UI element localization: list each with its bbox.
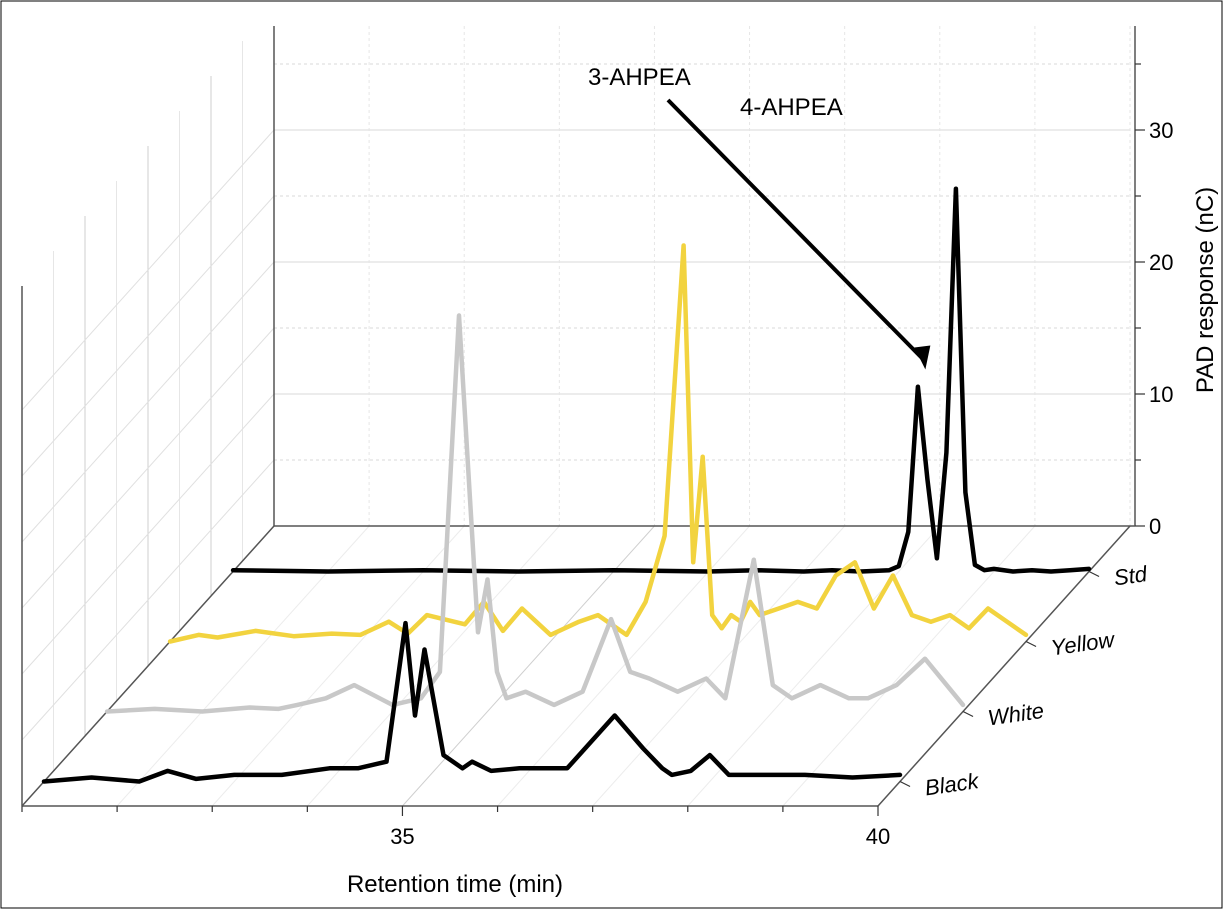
side-wall-gridline bbox=[21, 393, 275, 675]
depth-tick bbox=[962, 710, 974, 718]
floor-gridline bbox=[782, 525, 1036, 807]
x-axis-label: Retention time (min) bbox=[347, 871, 563, 898]
annotation-arrowhead bbox=[914, 345, 931, 370]
series-line-yellow bbox=[167, 243, 1029, 644]
depth-axis-line bbox=[877, 525, 1131, 807]
side-wall-gridline bbox=[21, 261, 275, 543]
depth-tick bbox=[899, 780, 911, 788]
annotation-3-ahpea: 3-AHPEA bbox=[588, 64, 691, 91]
side-wall-gridline bbox=[21, 327, 275, 609]
series-layer bbox=[41, 186, 1092, 784]
floor-gridline bbox=[211, 525, 465, 807]
x-tick-label: 35 bbox=[390, 824, 414, 849]
annotation-4-ahpea: 4-AHPEA bbox=[740, 94, 843, 121]
annotation-arrow bbox=[666, 98, 925, 361]
depth-tick bbox=[1088, 570, 1100, 578]
floor-gridline bbox=[687, 525, 941, 807]
series-line-white bbox=[104, 313, 966, 714]
floor-gridline bbox=[402, 525, 655, 807]
series-line-std bbox=[230, 186, 1092, 574]
y-tick-label: 10 bbox=[1149, 382, 1173, 407]
side-wall-gridline bbox=[21, 195, 275, 477]
annotation-layer: 3-AHPEA 4-AHPEA bbox=[588, 64, 931, 370]
y-tick-label: 0 bbox=[1149, 514, 1161, 539]
side-wall-gridline bbox=[21, 459, 275, 741]
y-tick-label: 30 bbox=[1149, 118, 1173, 143]
depth-tick bbox=[1025, 640, 1037, 648]
y-tick-label: 20 bbox=[1149, 250, 1173, 275]
x-tick-label: 40 bbox=[866, 824, 890, 849]
axes-frame bbox=[21, 26, 1136, 807]
side-wall-gridline bbox=[21, 129, 275, 411]
floor-left-edge bbox=[21, 525, 275, 807]
series-line-black bbox=[41, 620, 903, 784]
series-label-std: Std bbox=[1112, 561, 1149, 590]
y-axis-label: PAD response (nC) bbox=[1192, 187, 1219, 393]
